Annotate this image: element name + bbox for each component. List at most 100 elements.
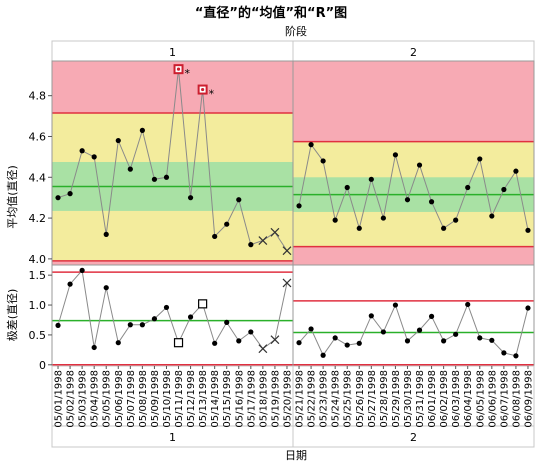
x-tick-label: 05/11/1998 [174, 370, 185, 428]
data-point [236, 338, 242, 344]
data-point [513, 168, 519, 174]
x-tick-label: 05/10/1998 [162, 370, 173, 428]
data-point [139, 322, 145, 328]
data-point-center [176, 67, 181, 71]
data-point [258, 344, 268, 354]
data-point [356, 340, 362, 346]
x-tick-label: 06/02/1998 [439, 370, 450, 428]
x-tick-label: 05/03/1998 [78, 370, 89, 428]
x-tick-label: 05/28/1998 [379, 370, 390, 428]
range-y-axis-title: 极差(直径) [5, 289, 19, 342]
data-point [103, 285, 109, 291]
data-point [441, 338, 447, 344]
data-point [270, 227, 280, 237]
phase-header-label: 2 [410, 46, 417, 59]
data-point [187, 195, 194, 201]
range-panel: 0 0.5 1.0 1.5 [29, 264, 535, 372]
data-point [332, 217, 338, 223]
x-tick-label: 05/15/1998 [222, 370, 233, 428]
data-point [55, 322, 61, 328]
data-point [282, 278, 292, 288]
flag-label: * [209, 88, 215, 101]
data-point [320, 158, 326, 164]
phase-header-label: 1 [169, 46, 176, 59]
x-tick-label: 05/25/1998 [343, 370, 354, 428]
series-line [298, 302, 529, 357]
data-point [453, 331, 459, 337]
data-point [344, 184, 350, 191]
data-point [332, 335, 338, 341]
date-axis: 05/01/1998 05/02/1998 05/03/1998 05/04/1998… [51, 365, 535, 448]
data-point [79, 148, 85, 154]
data-point-center [201, 87, 205, 92]
x-tick-label: 05/17/1998 [246, 370, 257, 428]
data-point [91, 154, 97, 160]
series-line [57, 69, 288, 251]
data-point [55, 195, 61, 201]
data-point [79, 267, 85, 273]
x-tick-label: 06/04/1998 [463, 370, 474, 428]
data-point [380, 215, 386, 221]
flag-label: * [185, 67, 191, 80]
chart-title: “直径”的“均值”和“R”图 [195, 5, 347, 21]
data-point [489, 213, 495, 219]
data-point [115, 340, 121, 346]
data-point [392, 302, 399, 308]
x-tick-label: 05/16/1998 [234, 370, 245, 428]
data-point [416, 162, 423, 168]
data-point [296, 340, 302, 346]
data-point [428, 199, 435, 205]
y-tick-label: 4.4 [29, 171, 47, 184]
data-point [173, 338, 184, 348]
data-point [465, 184, 471, 191]
x-tick-label: 05/08/1998 [138, 370, 149, 428]
data-point [489, 337, 495, 343]
x-tick-label: 05/18/1998 [258, 370, 269, 428]
x-tick-label: 05/30/1998 [403, 370, 414, 428]
data-point [198, 299, 208, 309]
x-tick-label: 05/06/1998 [114, 370, 125, 428]
y-tick-label: 4.2 [29, 212, 47, 225]
x-tick-label: 05/26/1998 [355, 370, 366, 428]
x-tick-label: 05/21/1998 [295, 370, 306, 428]
data-point [282, 246, 292, 256]
data-point [212, 340, 218, 346]
x-tick-label: 06/07/1998 [499, 370, 510, 428]
data-point [368, 313, 374, 319]
x-tick-label: 05/27/1998 [367, 370, 378, 428]
x-axis-title: 日期 [285, 449, 307, 462]
mean-y-axis-title: 平均值(直径) [5, 165, 19, 229]
x-tick-label: 05/02/1998 [66, 370, 77, 428]
data-point [127, 322, 133, 328]
x-tick-label: 05/05/1998 [102, 370, 113, 428]
x-tick-label: 06/08/1998 [511, 370, 522, 428]
data-point [501, 186, 507, 193]
y-tick-label: 0.5 [29, 329, 47, 342]
data-point [453, 217, 459, 223]
x-phase-label: 2 [410, 431, 417, 444]
x-tick-label: 06/09/1998 [523, 370, 534, 428]
x-tick-label: 05/31/1998 [415, 370, 426, 428]
x-tick-label: 05/07/1998 [126, 370, 137, 428]
x-tick-label: 05/29/1998 [391, 370, 402, 428]
data-point [380, 329, 386, 335]
data-point [525, 305, 531, 311]
x-tick-label: 06/06/1998 [487, 370, 498, 428]
x-tick-label: 05/01/1998 [54, 370, 65, 428]
data-point [320, 352, 326, 358]
data-point [103, 231, 109, 237]
x-phase-label: 1 [169, 431, 176, 444]
y-tick-label: 4.0 [29, 253, 47, 266]
data-point [344, 342, 350, 348]
data-point [163, 304, 170, 311]
data-point [477, 335, 483, 341]
x-tick-label: 06/01/1998 [427, 370, 438, 428]
data-point [187, 314, 194, 320]
y-tick-label: 1.5 [29, 269, 47, 282]
data-point [356, 225, 362, 231]
x-tick-label: 05/23/1998 [319, 370, 330, 428]
data-point [404, 338, 411, 344]
data-point [308, 326, 314, 332]
data-point [151, 176, 158, 182]
